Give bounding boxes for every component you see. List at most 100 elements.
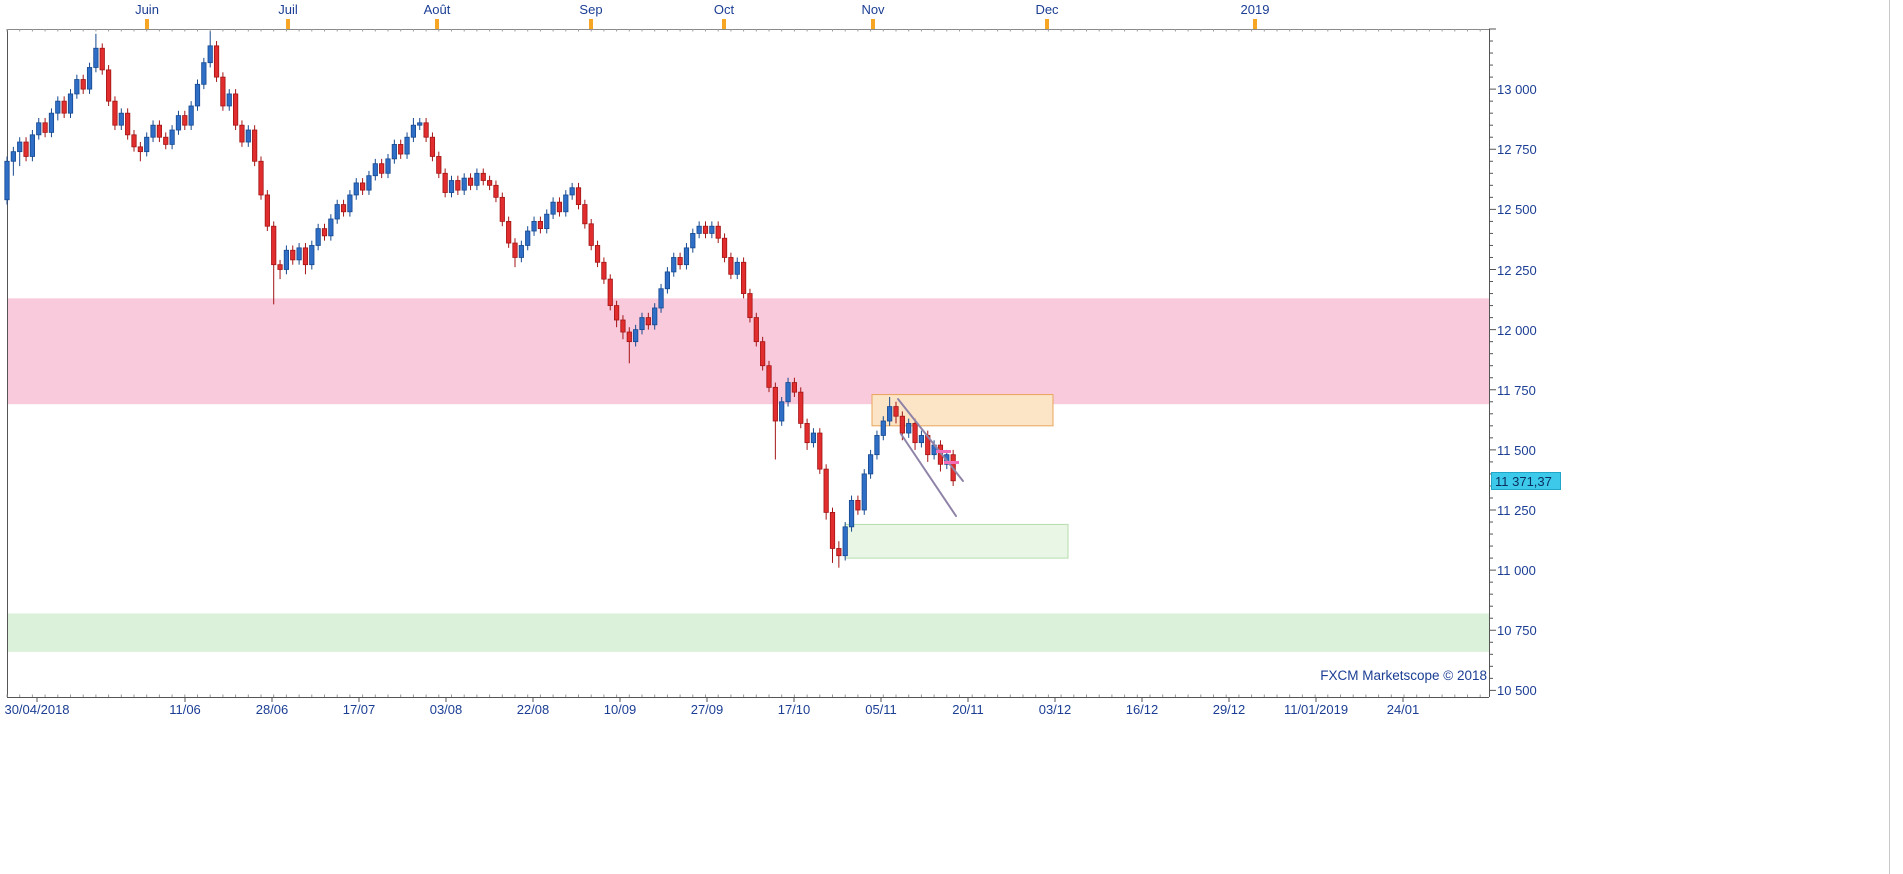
candle-bullish: [785, 382, 791, 403]
candle-bullish: [544, 213, 550, 230]
candle-bearish: [575, 187, 582, 205]
candle-bullish: [188, 105, 194, 126]
candle-bullish: [36, 122, 42, 136]
candle-bearish: [112, 100, 118, 126]
candle-bearish: [290, 249, 296, 261]
candle-bearish: [467, 177, 474, 186]
candle-bearish: [721, 237, 728, 258]
current-price-value: 11 371,37: [1495, 473, 1552, 489]
candle-bearish: [61, 100, 67, 114]
candle-bearish: [271, 225, 277, 266]
candle-bearish: [817, 432, 823, 470]
candle-bearish: [321, 228, 328, 237]
pink-flag-mark-2[interactable]: [944, 461, 959, 464]
date-label: 17/07: [342, 702, 376, 717]
candle-bullish: [150, 124, 156, 138]
candle-bearish: [80, 79, 86, 90]
candle-bearish: [125, 112, 131, 136]
candle-bullish: [848, 499, 855, 528]
candle-bearish: [588, 223, 594, 246]
price-label: 12 750: [1497, 142, 1537, 158]
candle-bearish: [239, 124, 245, 143]
candle-bullish: [417, 122, 423, 126]
candle-bearish: [398, 144, 404, 155]
candle-bearish: [582, 204, 588, 225]
date-label: 11/06: [169, 702, 201, 717]
candle-bullish: [842, 526, 848, 557]
candle-bearish: [626, 331, 632, 343]
candle-bullish: [569, 187, 575, 196]
candle-bullish: [372, 163, 378, 177]
candle-bullish: [633, 329, 639, 343]
price-label: 11 500: [1497, 442, 1536, 458]
candle-bullish: [683, 247, 690, 266]
date-label: 30/04/2018: [4, 702, 70, 717]
candle-bearish: [823, 468, 829, 513]
candle-bullish: [283, 249, 290, 270]
candle-bearish: [772, 386, 778, 422]
candle-bearish: [836, 548, 842, 557]
candle-bearish: [601, 261, 607, 280]
candle-bullish: [671, 257, 677, 273]
candle-bullish: [861, 473, 867, 511]
candle-bearish: [340, 204, 347, 213]
candle-bullish: [74, 79, 80, 95]
candle-bullish: [207, 45, 213, 64]
candle-bearish: [182, 115, 188, 126]
candle-bullish: [4, 160, 10, 201]
date-label: 16/12: [1125, 702, 1159, 717]
candle-bearish: [614, 305, 620, 321]
date-label: 17/10: [777, 702, 811, 717]
candle-bearish: [429, 136, 436, 157]
candle-bullish: [245, 129, 251, 143]
channel-upper-line[interactable]: [897, 398, 964, 482]
price-label: 12 500: [1497, 202, 1537, 218]
candle-bullish: [17, 141, 23, 153]
candle-bearish: [499, 196, 505, 222]
candle-bullish: [86, 67, 93, 90]
pink-flag-mark-1[interactable]: [936, 450, 951, 453]
candle-bearish: [620, 319, 626, 333]
date-label: 03/08: [429, 702, 463, 717]
candle-bearish: [232, 93, 239, 126]
candle-bearish: [258, 160, 264, 196]
candle-bullish: [563, 194, 569, 213]
candle-bullish: [334, 204, 340, 220]
candle-bullish: [201, 62, 207, 85]
candle-bullish: [448, 180, 455, 193]
candle-bullish: [404, 136, 410, 155]
price-label: 13 000: [1497, 82, 1537, 98]
candle-bullish: [550, 201, 556, 215]
candle-bearish: [442, 172, 448, 193]
candle-bullish: [696, 225, 702, 234]
candle-bullish: [328, 218, 334, 237]
candle-bearish: [163, 136, 169, 145]
month-label: Août: [423, 2, 451, 17]
candle-bearish: [302, 247, 309, 266]
candle-bullish: [144, 136, 150, 153]
candle-bullish: [296, 247, 302, 261]
candle-bearish: [760, 341, 766, 367]
candle-bullish: [10, 151, 16, 162]
price-label: 11 250: [1497, 503, 1536, 518]
month-tick: [1045, 19, 1049, 29]
date-label: 10/09: [603, 702, 637, 717]
candle-bearish: [23, 141, 29, 157]
candle-bullish: [734, 261, 740, 275]
candle-bearish: [486, 180, 493, 186]
candle-bullish: [461, 177, 467, 191]
candle-bullish: [639, 317, 645, 331]
candle-bearish: [829, 512, 836, 549]
candle-bearish: [137, 146, 143, 153]
candle-bullish: [366, 175, 372, 191]
candle-bearish: [791, 382, 798, 393]
candle-bullish: [410, 124, 417, 138]
price-label: 12 250: [1497, 262, 1537, 278]
channel-lower-line[interactable]: [900, 433, 957, 517]
candle-bearish: [493, 184, 499, 198]
month-tick: [145, 19, 149, 29]
date-label: 05/11: [865, 702, 897, 717]
candle-bearish: [359, 182, 366, 191]
